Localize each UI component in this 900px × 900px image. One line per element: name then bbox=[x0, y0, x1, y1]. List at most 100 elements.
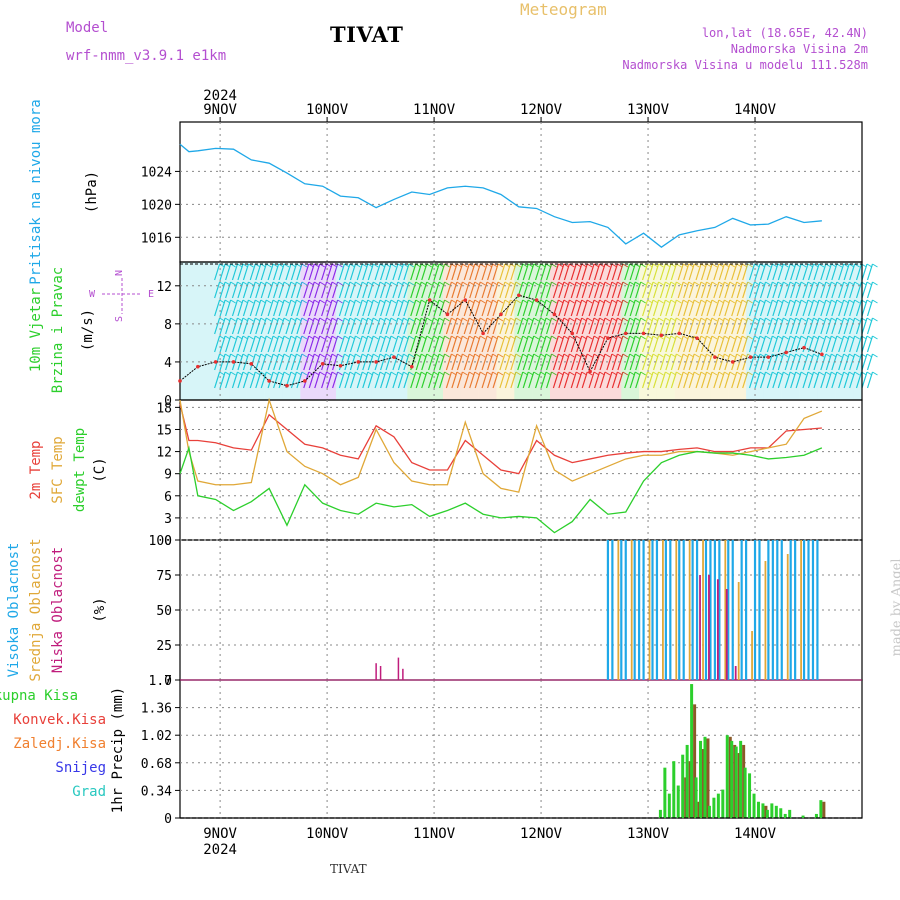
wind-barb-flag bbox=[872, 299, 878, 304]
wind-barb-flag bbox=[497, 353, 504, 358]
wind-barb bbox=[593, 299, 601, 317]
wind-barb bbox=[237, 335, 244, 353]
wind-barb bbox=[588, 299, 595, 317]
wind-barb-flag bbox=[872, 263, 878, 268]
wind-speed-point bbox=[285, 383, 289, 388]
wind-barb bbox=[795, 317, 802, 335]
wind-barb bbox=[237, 317, 244, 335]
wind-barb bbox=[451, 299, 458, 317]
wind-barb bbox=[314, 335, 321, 353]
wind-barb bbox=[528, 263, 535, 281]
wind-barb bbox=[380, 281, 387, 299]
wind-speed-point bbox=[677, 331, 682, 336]
wind-barb bbox=[545, 353, 553, 371]
wind-barb bbox=[534, 353, 542, 371]
wind-barb bbox=[260, 281, 267, 299]
wind-barb bbox=[855, 335, 863, 353]
wind-barb-flag bbox=[462, 263, 468, 268]
total-precip-bar bbox=[748, 773, 752, 818]
wind-barb-flag bbox=[319, 335, 326, 340]
wind-barb bbox=[766, 281, 773, 299]
wind-barb bbox=[528, 371, 535, 389]
wind-barb bbox=[777, 335, 784, 353]
wind-barb bbox=[451, 335, 458, 353]
wind-barb bbox=[718, 371, 725, 389]
wind-barb bbox=[784, 335, 791, 353]
wind-barb-flag bbox=[479, 335, 486, 340]
wind-barb bbox=[855, 299, 863, 317]
wind-barb bbox=[380, 353, 387, 371]
conv-precip-bar bbox=[706, 738, 710, 818]
wind-barb bbox=[772, 371, 779, 389]
wind-barb bbox=[563, 317, 570, 335]
wind-barb bbox=[683, 335, 690, 353]
wind-barb bbox=[267, 263, 274, 281]
precip-legend-item: Zaledj.Kisa bbox=[13, 736, 106, 752]
wind-barb bbox=[415, 371, 422, 389]
wind-barb bbox=[570, 353, 577, 371]
wind-barb bbox=[617, 371, 624, 389]
wind-barb bbox=[588, 371, 595, 389]
wind-barb bbox=[445, 317, 452, 335]
wind-barb bbox=[237, 281, 244, 299]
wind-barb bbox=[545, 371, 553, 389]
wind-barb bbox=[469, 281, 476, 299]
wind-barb bbox=[611, 371, 618, 389]
wind-barb bbox=[451, 353, 458, 371]
wind-barb bbox=[617, 317, 624, 335]
wind-barb bbox=[641, 335, 649, 353]
wind-barb bbox=[225, 317, 232, 335]
wind-barb bbox=[695, 353, 702, 371]
wind-barb bbox=[635, 317, 642, 335]
wind-barb bbox=[813, 299, 820, 317]
wind-barb bbox=[421, 299, 428, 317]
y-tick-label: 3 bbox=[164, 512, 172, 527]
wind-barb bbox=[267, 317, 274, 335]
wind-barb-flag bbox=[551, 353, 557, 358]
wind-barb-flag bbox=[373, 299, 379, 304]
wind-barb bbox=[731, 371, 738, 389]
wind-barb bbox=[807, 371, 815, 389]
wind-barb bbox=[700, 263, 708, 281]
wind-barb bbox=[273, 371, 280, 389]
wind-barb bbox=[838, 317, 845, 335]
wind-barb-flag bbox=[765, 281, 771, 286]
wind-barb bbox=[326, 353, 333, 371]
wind-barb bbox=[403, 353, 410, 371]
wind-barb bbox=[688, 371, 695, 389]
wind-barb bbox=[843, 281, 850, 299]
wind-barb bbox=[825, 281, 832, 299]
wind-barb bbox=[522, 299, 529, 317]
wind-barb bbox=[392, 317, 399, 335]
wind-barb bbox=[581, 371, 588, 389]
wind-barb-flag bbox=[444, 299, 450, 304]
bottom-date-label: 14NOV bbox=[734, 826, 777, 842]
wind-barb-flag bbox=[676, 281, 682, 286]
wind-barb-flag bbox=[658, 299, 664, 304]
wind-barb bbox=[713, 299, 720, 317]
wind-barb bbox=[695, 335, 702, 353]
wind-barb-flag bbox=[800, 335, 807, 340]
wind-barb bbox=[742, 371, 749, 389]
wind-barb bbox=[528, 317, 535, 335]
wind-barb-flag bbox=[426, 335, 433, 340]
wind-barb bbox=[570, 371, 577, 389]
wind-barb bbox=[463, 371, 470, 389]
wind-barb bbox=[344, 263, 351, 281]
wind-barb bbox=[866, 263, 874, 281]
wind-barb bbox=[242, 353, 250, 371]
wind-barb bbox=[635, 263, 642, 281]
wind-barb bbox=[439, 263, 446, 281]
wind-barb bbox=[362, 263, 369, 281]
wind-barb bbox=[421, 317, 428, 335]
wind-barb bbox=[855, 263, 863, 281]
y-tick-label: 12 bbox=[156, 280, 172, 295]
wind-barb bbox=[481, 299, 488, 317]
wind-barb-flag bbox=[604, 353, 611, 358]
wind-barb-flag bbox=[658, 317, 664, 322]
y-tick-label: 0 bbox=[164, 812, 172, 827]
wind-barb bbox=[700, 317, 708, 335]
wind-barb bbox=[624, 353, 631, 371]
wind-barb bbox=[861, 299, 868, 317]
wind-barb bbox=[403, 299, 410, 317]
